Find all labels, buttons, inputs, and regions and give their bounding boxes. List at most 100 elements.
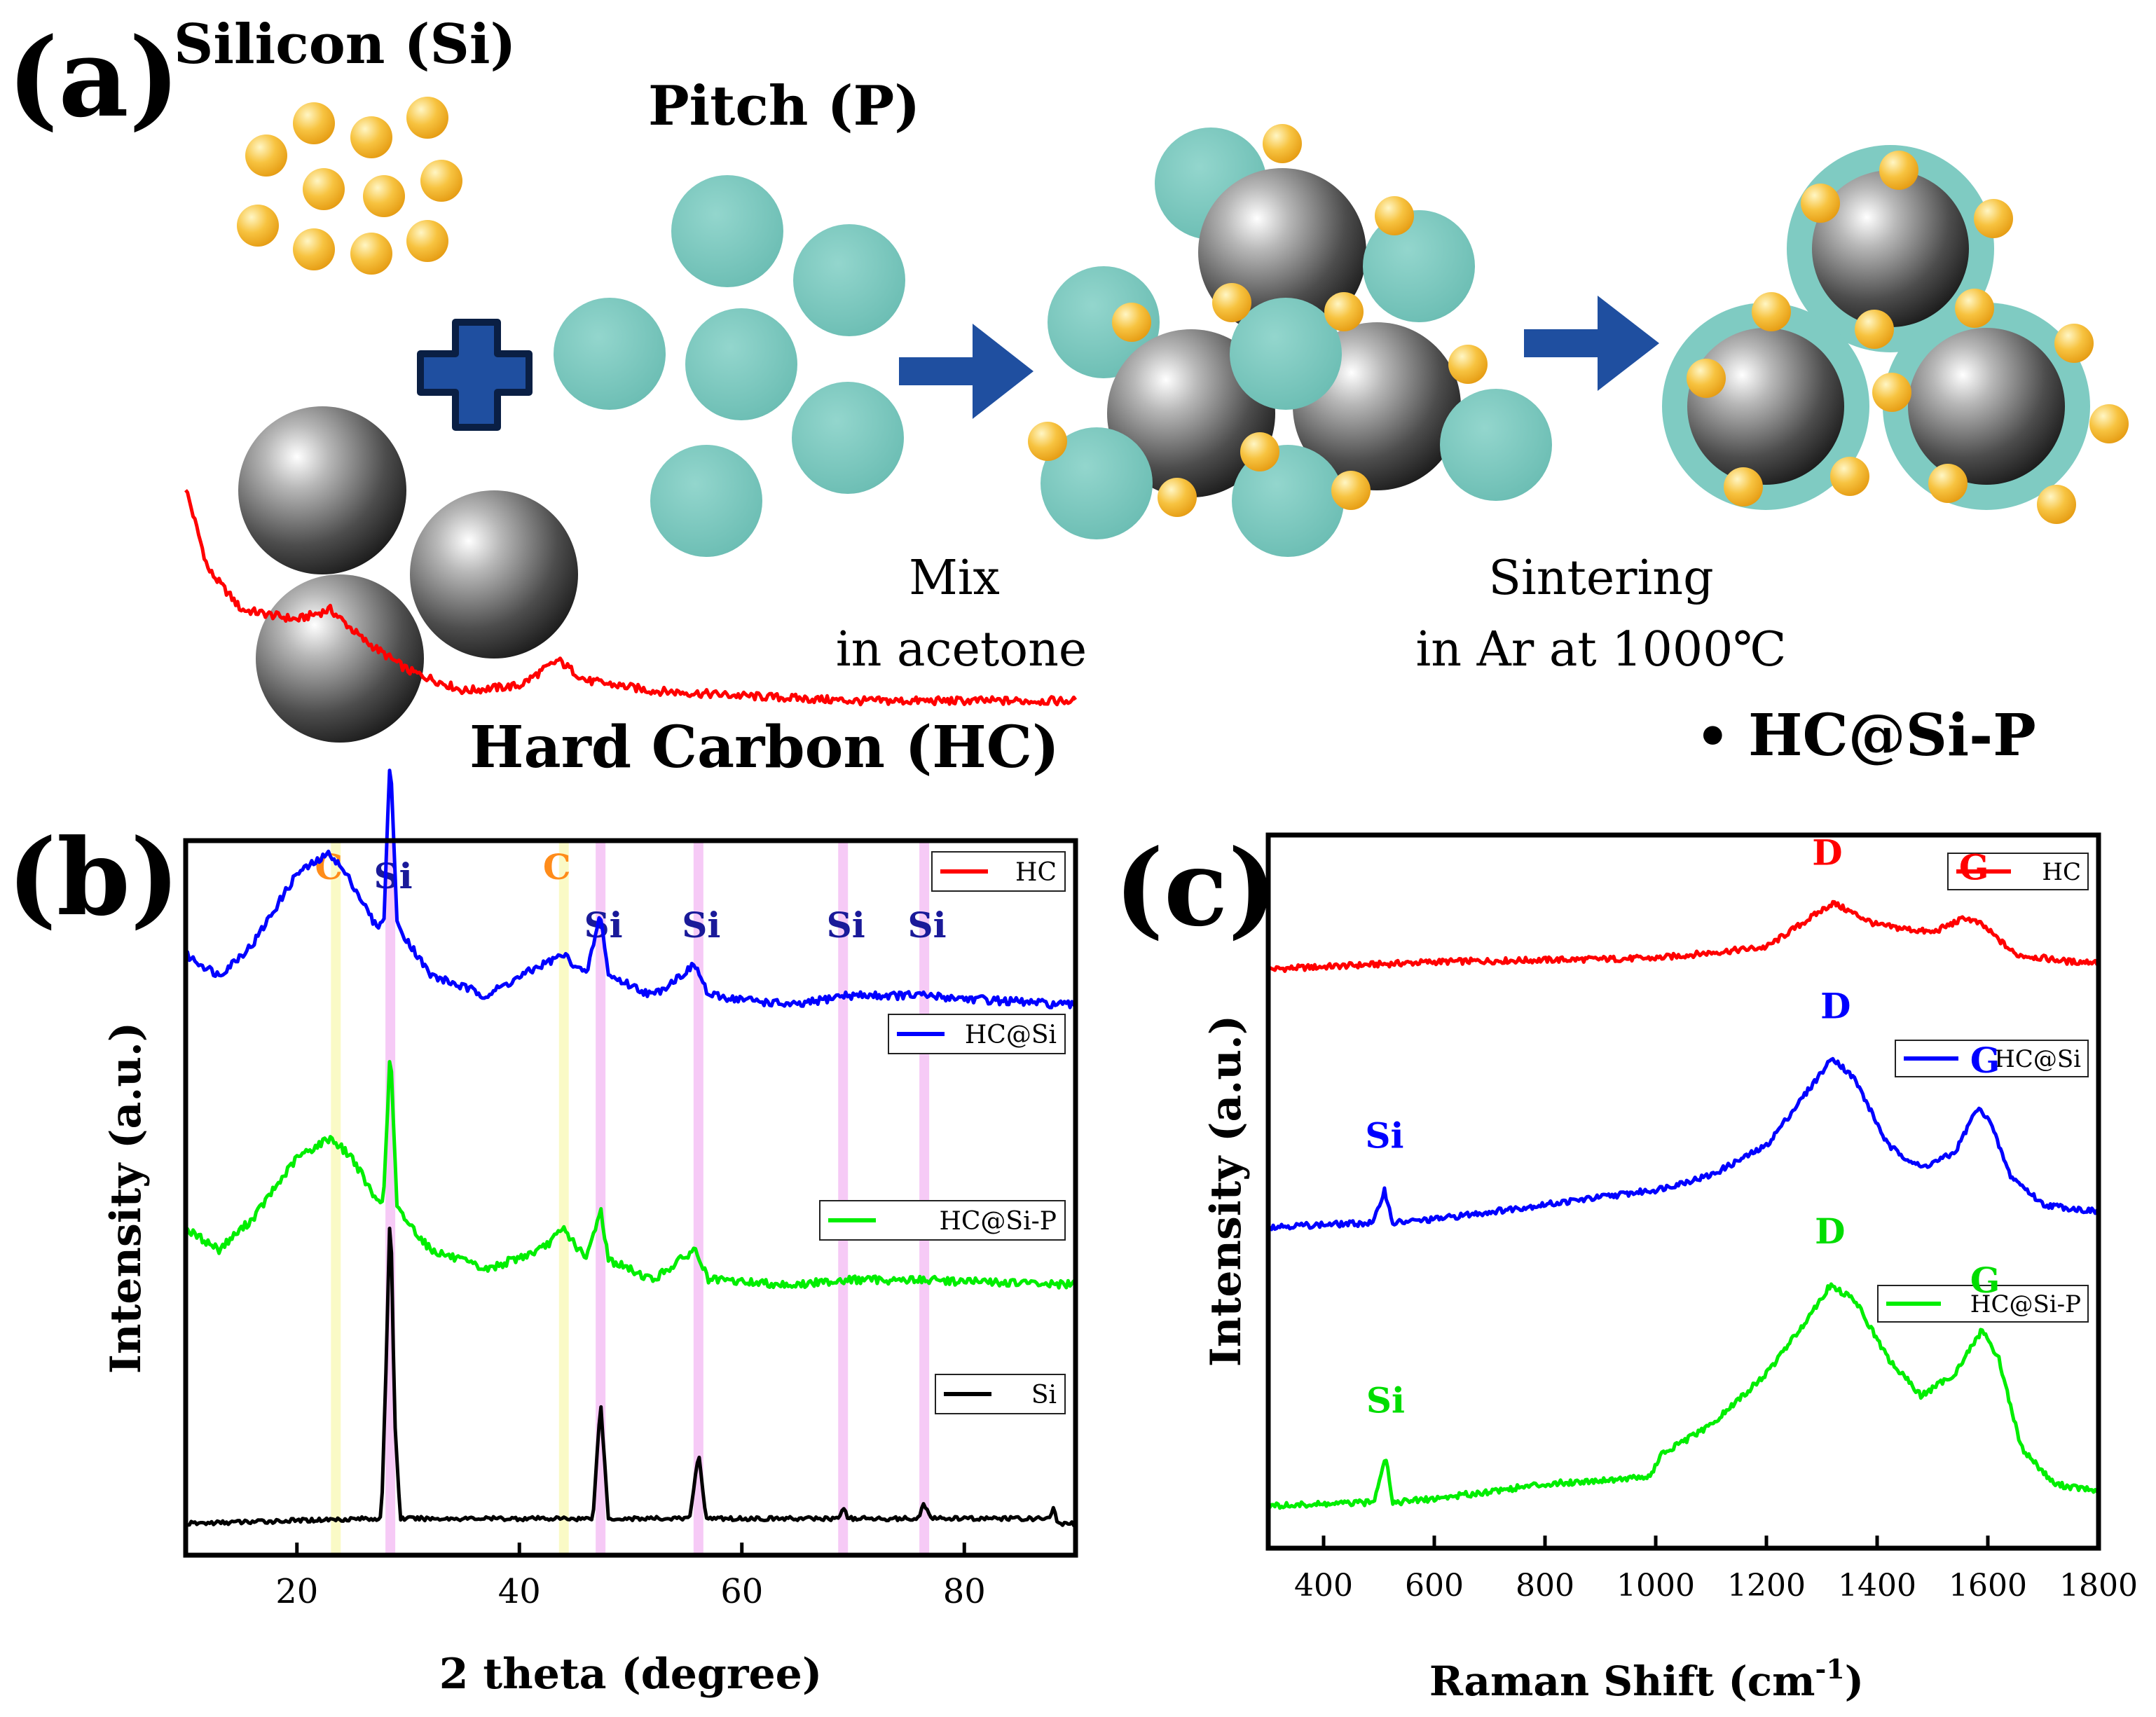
pitch-particle — [1363, 210, 1475, 322]
c-x-tick-label: 1600 — [1949, 1568, 2027, 1604]
pitch-particle — [1440, 389, 1552, 501]
b-legend-si: Si — [935, 1374, 1066, 1414]
b-x-tick-label: 20 — [275, 1572, 318, 1611]
b-legends: HC HC@Si HC@Si-P Si — [819, 851, 1066, 1414]
silicon-particle — [350, 116, 392, 158]
silicon-reference-band — [693, 841, 703, 1555]
c-x-ticks: 400 600 800 1000 1200 1400 1600 1800 — [1294, 1536, 2138, 1604]
silicon-particle — [420, 160, 462, 202]
panel-c-label: (c) — [1114, 827, 1277, 950]
silicon-particle — [1263, 124, 1302, 163]
b-series-hc-si — [184, 768, 1078, 1009]
product-cluster — [1662, 145, 2129, 524]
c-legends: HC HC@Si HC@Si-P — [1877, 853, 2089, 1323]
silicon-particle-cluster — [237, 97, 462, 275]
pitch-particle — [685, 308, 797, 420]
process-arrow-mix — [899, 324, 1034, 419]
silicon-particle — [1928, 464, 1968, 503]
c-peak-label-g: G — [1970, 1260, 2000, 1301]
silicon-particle — [1955, 289, 1994, 328]
silicon-particle — [1112, 303, 1151, 342]
silicon-particle — [1752, 292, 1791, 331]
c-peak-label-si: Si — [1365, 1115, 1403, 1157]
pitch-particle — [792, 382, 904, 494]
mixed-cluster — [1028, 124, 1552, 557]
c-peak-label-d: D — [1820, 985, 1851, 1026]
silicon-particle — [1830, 457, 1869, 496]
pitch-particle — [650, 445, 762, 557]
c-peak-label-d: D — [1812, 832, 1842, 873]
hard-carbon-particle — [410, 490, 578, 658]
silicon-reference-band — [385, 841, 396, 1555]
c-legend-hc-si-p: HC@Si-P — [1877, 1285, 2089, 1323]
silicon-particle — [1212, 283, 1251, 322]
silicon-particle — [2089, 404, 2129, 443]
legend-label: Si — [1031, 1381, 1057, 1409]
c-plot-frame — [1265, 832, 2101, 1551]
silicon-particle — [1974, 199, 2013, 238]
silicon-particle — [1324, 292, 1364, 331]
silicon-particle — [1687, 359, 1726, 398]
silicon-particle — [1028, 422, 1067, 461]
panel-a: (a) Silicon (Si) Pitch (P) Hard Carbon (… — [7, 13, 2129, 781]
b-series-lines — [184, 489, 1078, 1528]
c-series-lines — [1266, 899, 2100, 1510]
sintering-label-line1: Sintering — [1488, 551, 1713, 606]
legend-label: HC@Si-P — [1970, 1290, 2081, 1318]
silicon-particle — [406, 220, 448, 262]
silicon-particle — [1879, 151, 1918, 190]
silicon-peak-label: Si — [827, 904, 865, 946]
c-series-hc-si-p — [1268, 1282, 2100, 1510]
c-legend-hc: HC — [1947, 853, 2089, 890]
c-peak-label-d: D — [1815, 1211, 1845, 1252]
silicon-reference-band — [596, 841, 606, 1555]
pitch-particle — [793, 224, 905, 336]
pitch-particle — [1230, 298, 1342, 410]
silicon-particle — [293, 228, 335, 270]
process-arrow-sinter — [1524, 296, 1659, 391]
c-peak-label-si: Si — [1366, 1380, 1405, 1421]
pitch-particle — [1041, 427, 1153, 539]
panel-b-label: (b) — [7, 816, 180, 939]
silicon-label: Silicon (Si) — [174, 13, 516, 76]
silicon-particle — [1855, 310, 1894, 349]
c-series-hc-si — [1268, 1056, 2100, 1232]
legend-label: HC@Si — [965, 1021, 1057, 1049]
b-series-hc — [184, 489, 1078, 707]
silicon-peak-label: Si — [682, 904, 720, 946]
carbon-reference-band — [558, 841, 569, 1555]
pitch-particle — [671, 175, 783, 287]
hard-carbon-cluster — [238, 406, 578, 743]
silicon-peak-label: Si — [908, 904, 947, 946]
silicon-particle — [1240, 432, 1279, 471]
silicon-reference-band — [919, 841, 930, 1555]
hard-carbon-particle — [1908, 328, 2065, 485]
product-label: HC@Si-P — [1748, 702, 2036, 769]
c-peak-labels: D G Si D G Si D G — [1365, 832, 2000, 1421]
c-y-axis-label: Intensity (a.u.) — [1202, 1015, 1251, 1367]
silicon-particle — [303, 168, 345, 210]
hard-carbon-particle — [1687, 328, 1844, 485]
silicon-particle — [2054, 324, 2094, 363]
c-peak-label-g: G — [1959, 846, 1989, 888]
silicon-particle — [237, 205, 279, 247]
mix-label-line1: Mix — [909, 551, 1000, 606]
legend-label: HC@Si — [1994, 1045, 2081, 1073]
silicon-particle — [2037, 485, 2076, 524]
pitch-particle — [1048, 266, 1160, 378]
plus-icon — [417, 319, 533, 431]
c-x-axis-label-end: ) — [1845, 1657, 1864, 1705]
panel-b: (b) C Si CSi Si Si Si 20 40 60 80 2 theta (degre… — [7, 489, 1078, 1699]
silicon-particle — [350, 233, 392, 275]
c-series-hc — [1266, 899, 2100, 973]
c-peak-label-g: G — [1970, 1040, 2000, 1081]
b-series-hc-si-p — [184, 1060, 1078, 1290]
hard-carbon-label: Hard Carbon (HC) — [469, 714, 1059, 781]
hard-carbon-particle — [256, 574, 424, 743]
hard-carbon-particle — [238, 406, 406, 574]
silicon-particle — [1158, 478, 1197, 517]
b-legend-hc-si-p: HC@Si-P — [819, 1200, 1066, 1241]
carbon-peak-label: C — [543, 846, 571, 888]
c-x-axis-label: Raman Shift (cm-1) — [1429, 1653, 1864, 1705]
